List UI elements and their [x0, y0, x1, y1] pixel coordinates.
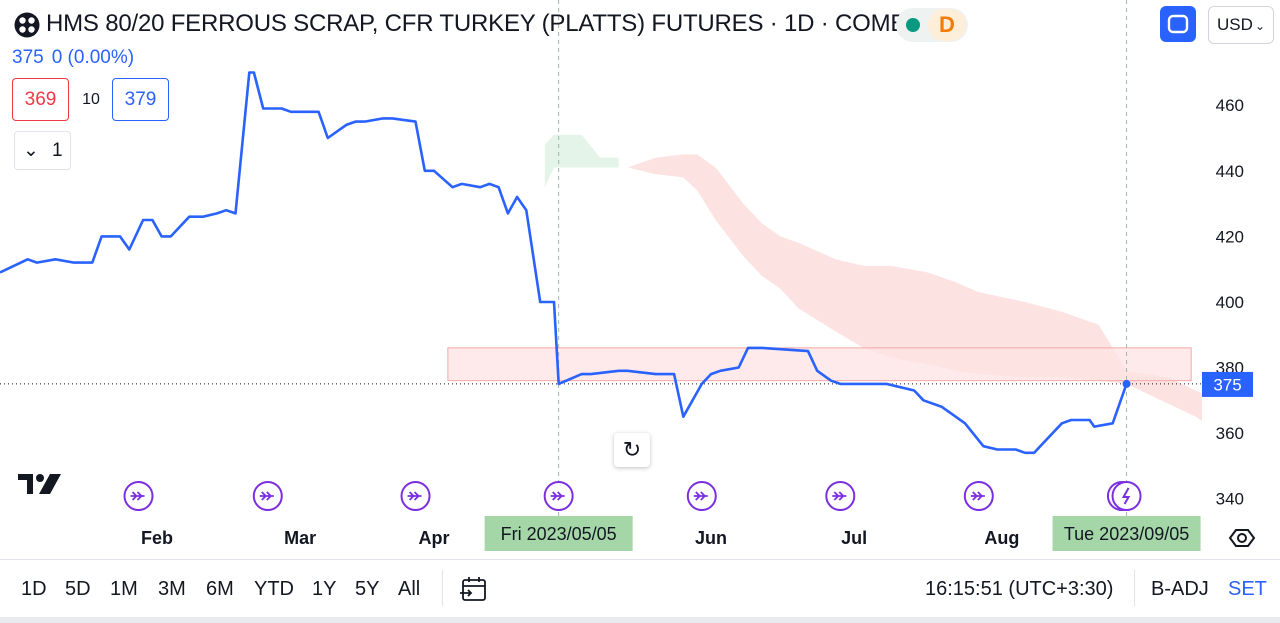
toolbar-divider: [442, 570, 443, 606]
fullscreen-button[interactable]: [1160, 6, 1196, 42]
chevron-down-icon: ⌄: [1254, 19, 1265, 33]
indicators-toggle[interactable]: ⌄ 1: [14, 131, 71, 170]
indicator-count: 1: [52, 140, 63, 161]
crosshair-date-label: Fri 2023/05/05: [501, 524, 617, 544]
tradingview-logo-icon[interactable]: [16, 470, 66, 498]
clock-timezone[interactable]: 16:15:51 (UTC+3:30): [925, 578, 1114, 600]
y-tick-label: 400: [1216, 293, 1244, 312]
settlement-toggle[interactable]: SET: [1228, 578, 1267, 600]
event-arrow-glyph: [832, 491, 847, 501]
range-ytd-button[interactable]: YTD: [254, 578, 294, 600]
x-tick-label: Aug: [984, 528, 1019, 548]
price-series-line: [0, 71, 1128, 455]
x-tick-label: Feb: [141, 528, 173, 548]
delayed-data-badge: D: [928, 9, 966, 41]
range-1y-button[interactable]: 1Y: [312, 578, 337, 600]
reset-icon: ↻: [622, 437, 642, 462]
symbol-logo-icon: [14, 12, 40, 38]
last-price: 375: [12, 47, 44, 68]
reset-chart-button[interactable]: ↻: [614, 433, 650, 467]
gear-icon[interactable]: [1228, 524, 1256, 552]
price-change: 0 (0.00%): [51, 47, 135, 68]
event-arrow-glyph: [550, 491, 565, 501]
market-status-pill[interactable]: D: [896, 8, 968, 42]
range-5d-button[interactable]: 5D: [65, 578, 91, 600]
range-1m-button[interactable]: 1M: [110, 578, 138, 600]
range-3m-button[interactable]: 3M: [158, 578, 186, 600]
x-tick-label: Jun: [695, 528, 727, 548]
last-price-point: [1122, 379, 1131, 388]
ichimoku-cloud-bearish: [627, 154, 1202, 422]
event-arrow-glyph: [130, 491, 145, 501]
event-arrow-glyph: [407, 491, 422, 501]
spread-value: 10: [82, 91, 100, 108]
range-5y-button[interactable]: 5Y: [355, 578, 380, 600]
currency-label: USD: [1217, 15, 1253, 34]
ichimoku-cloud-bullish: [544, 134, 619, 188]
range-6m-button[interactable]: 6M: [206, 578, 234, 600]
crosshair-date-label-bg-2: [1052, 516, 1201, 551]
event-arrow-glyph: [970, 491, 985, 501]
toolbar-divider: [1134, 570, 1135, 606]
symbol-title[interactable]: HMS 80/20 FERROUS SCRAP, CFR TURKEY (PLA…: [46, 10, 923, 37]
y-tick-label: 440: [1216, 162, 1244, 181]
sell-button[interactable]: 369: [12, 78, 69, 121]
range-all-button[interactable]: All: [398, 578, 421, 600]
market-open-dot: [906, 18, 920, 32]
range-1d-button[interactable]: 1D: [21, 578, 47, 600]
currency-select[interactable]: USD ⌄: [1208, 6, 1274, 44]
y-tick-label: 460: [1216, 96, 1244, 115]
crosshair-date-label-bg-1: [484, 516, 633, 551]
chevron-down-icon: ⌄: [23, 140, 39, 161]
x-tick-label: Jul: [841, 528, 867, 548]
crosshair-date-label: Tue 2023/09/05: [1064, 524, 1189, 544]
lightning-icon: [1121, 487, 1131, 505]
x-tick-label: Mar: [284, 528, 316, 548]
y-tick-label: 360: [1216, 424, 1244, 443]
fullscreen-icon: [1167, 14, 1189, 34]
buy-button[interactable]: 379: [112, 78, 169, 121]
x-tick-label: Apr: [418, 528, 449, 548]
y-tick-label: 340: [1216, 490, 1244, 509]
calendar-icon[interactable]: [458, 574, 490, 606]
price-tag-label: 375: [1213, 375, 1241, 394]
highlight-zone: [447, 347, 1192, 382]
price-tag: [1202, 371, 1253, 397]
bottom-strip: [0, 617, 1280, 623]
y-tick-label: 420: [1216, 227, 1244, 246]
bottom-toolbar: 1D 5D 1M 3M 6M YTD 1Y 5Y All 16:15:51 (U…: [0, 559, 1280, 623]
price-readout: 375 0 (0.00%): [12, 47, 142, 69]
event-arrow-glyph: [693, 491, 708, 501]
back-adjust-toggle[interactable]: B-ADJ: [1151, 578, 1209, 600]
event-arrow-glyph: [259, 491, 274, 501]
